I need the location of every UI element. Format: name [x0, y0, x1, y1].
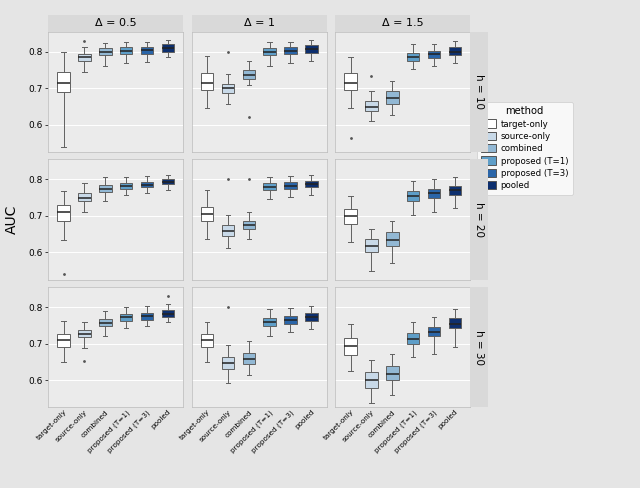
Bar	[161, 180, 174, 184]
Bar	[161, 44, 174, 52]
Bar	[78, 54, 91, 61]
Bar	[141, 182, 153, 187]
Bar	[428, 51, 440, 59]
Bar	[120, 314, 132, 321]
Bar	[449, 319, 461, 328]
Bar	[141, 47, 153, 54]
Bar	[428, 188, 440, 199]
Bar	[407, 53, 419, 61]
Bar	[449, 185, 461, 195]
Bar	[221, 84, 234, 93]
Bar	[201, 73, 213, 90]
Bar	[284, 316, 297, 324]
Bar	[221, 225, 234, 236]
Text: h = 20: h = 20	[474, 202, 484, 237]
Bar	[243, 353, 255, 364]
Bar	[305, 45, 317, 53]
Bar	[58, 334, 70, 347]
Bar	[365, 372, 378, 388]
Bar	[58, 205, 70, 222]
Text: Δ = 0.5: Δ = 0.5	[95, 18, 136, 28]
Bar	[344, 338, 357, 355]
Bar	[344, 73, 357, 90]
Bar	[120, 47, 132, 54]
Bar	[305, 181, 317, 187]
Bar	[386, 232, 399, 246]
Bar	[264, 318, 276, 326]
Bar	[386, 366, 399, 380]
Bar	[161, 310, 174, 317]
Bar	[407, 333, 419, 344]
Bar	[407, 191, 419, 202]
Bar	[78, 330, 91, 337]
Bar	[221, 357, 234, 369]
Bar	[284, 182, 297, 188]
Bar	[428, 327, 440, 336]
Text: AUC: AUC	[4, 205, 19, 234]
Bar	[365, 101, 378, 111]
Legend: target-only, source-only, combined, proposed (T=1), proposed (T=3), pooled: target-only, source-only, combined, prop…	[477, 102, 573, 195]
Bar	[58, 72, 70, 92]
Bar	[344, 209, 357, 224]
Bar	[386, 91, 399, 103]
Bar	[264, 183, 276, 190]
Bar	[243, 221, 255, 229]
Text: h = 10: h = 10	[474, 75, 484, 109]
Bar	[305, 313, 317, 321]
Text: Δ = 0.5: Δ = 0.5	[0, 487, 1, 488]
Bar	[264, 48, 276, 56]
Bar	[284, 47, 297, 54]
Text: Δ = 1: Δ = 1	[244, 18, 275, 28]
Bar	[99, 48, 111, 56]
Bar	[201, 334, 213, 346]
Bar	[449, 47, 461, 56]
Bar	[243, 70, 255, 79]
Bar	[141, 313, 153, 320]
Bar	[365, 239, 378, 252]
Text: h = 30: h = 30	[474, 330, 484, 365]
Text: Δ = 1.5: Δ = 1.5	[382, 18, 424, 28]
Bar	[99, 319, 111, 326]
Text: Δ = 1.5: Δ = 1.5	[0, 487, 1, 488]
Bar	[201, 207, 213, 222]
Bar	[99, 185, 111, 192]
Text: Δ = 1: Δ = 1	[0, 487, 1, 488]
Bar	[78, 193, 91, 202]
Bar	[120, 183, 132, 188]
